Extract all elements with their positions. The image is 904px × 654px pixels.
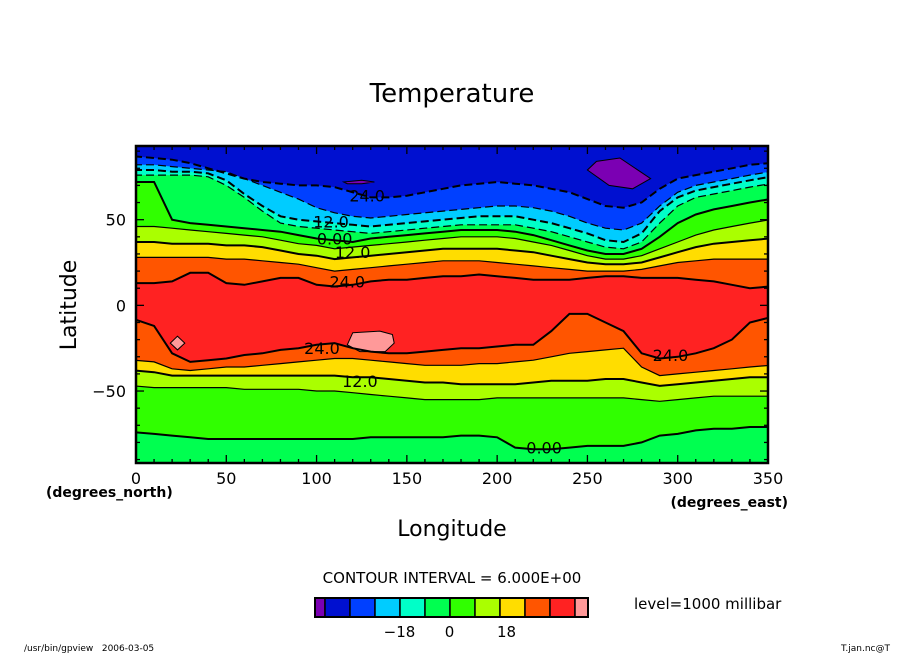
colorbar-swatch	[574, 597, 589, 618]
contour-label: 0.00	[317, 230, 353, 249]
x-axis-label: Longitude	[397, 517, 506, 542]
contour-line-north-0	[136, 181, 768, 255]
x-tick-label: 250	[572, 469, 603, 488]
contour-line-south-12	[136, 369, 768, 387]
x-tick-labels: 0 50 100 150 200 250 300 350	[131, 469, 783, 488]
x-tick-label: 150	[392, 469, 423, 488]
colorbar-swatch	[474, 597, 501, 618]
colorbar-swatch	[374, 597, 401, 618]
colorbar-label: 18	[497, 623, 516, 641]
x-tick-label: 100	[301, 469, 332, 488]
warm-core	[346, 330, 395, 353]
colorbar-swatch	[499, 597, 526, 618]
x-tick-label: 300	[662, 469, 693, 488]
colorbar-swatch	[324, 597, 351, 618]
level-text: level=1000 millibar	[634, 595, 782, 613]
chart-title: Temperature	[369, 79, 535, 109]
contour-lines	[136, 155, 768, 451]
colorbar	[314, 597, 589, 618]
contour-line-north-24	[136, 271, 768, 290]
y-tick-label: 0	[116, 296, 126, 315]
x-unit-label: (degrees_east)	[670, 495, 788, 511]
contour-label: 24.0	[653, 346, 689, 365]
y-unit-label: (degrees_north)	[46, 485, 173, 501]
colorbar-label: 0	[445, 623, 455, 641]
cold-core	[586, 157, 652, 190]
y-tick-label: 50	[106, 211, 126, 230]
contour-label: 12.0	[313, 212, 349, 231]
contour-label: 24.0	[349, 187, 385, 206]
contour-label: 12.0	[342, 372, 378, 391]
y-tick-label: −50	[92, 382, 126, 401]
contour-line-north-12	[136, 237, 768, 266]
colorbar-swatch	[524, 597, 551, 618]
colorbar-frame	[314, 597, 589, 618]
contour-line-north-6	[136, 219, 768, 260]
contour-line-north--18	[136, 164, 768, 231]
colorbar-swatch	[314, 597, 326, 618]
contour-label: 0.00	[526, 439, 562, 458]
axis-ticks	[135, 146, 769, 463]
y-axis-label: Latitude	[57, 260, 82, 351]
warm-core	[169, 335, 186, 351]
contour-line-north--12	[136, 169, 768, 244]
footer-left: /usr/bin/gpview 2006-03-05	[24, 644, 154, 654]
colorbar-swatch	[399, 597, 426, 618]
x-tick-label: 350	[753, 469, 784, 488]
colorbar-swatch	[549, 597, 576, 618]
y-tick-labels: 50 0 −50	[92, 211, 126, 401]
contour-label: 24.0	[329, 272, 365, 291]
x-tick-label: 50	[216, 469, 236, 488]
filled-contour-bands	[136, 146, 768, 463]
contour-line-south-6	[136, 385, 768, 402]
contour-line-north--6	[136, 174, 768, 250]
colorbar-labels: −18 0 18	[384, 623, 516, 641]
footer-right: T.jan.nc@T	[840, 644, 891, 654]
contour-label: 24.0	[304, 339, 340, 358]
contour-line-south-24	[136, 312, 768, 363]
x-tick-label: 0	[131, 469, 141, 488]
colorbar-swatch	[349, 597, 376, 618]
contour-label: 12.0	[335, 243, 371, 262]
colorbar-swatch	[424, 597, 451, 618]
contour-line-south-0	[136, 426, 768, 451]
plot-frame	[134, 144, 770, 465]
colorbar-swatch	[449, 597, 476, 618]
contour-line-south-18	[136, 347, 768, 377]
contour-line-north-18	[136, 256, 768, 272]
band-fill-south-0	[136, 427, 768, 463]
contour-interval-text: CONTOUR INTERVAL = 6.000E+00	[323, 569, 582, 587]
cold-core	[341, 179, 375, 185]
colorbar-label: −18	[384, 623, 416, 641]
x-tick-label: 200	[482, 469, 513, 488]
